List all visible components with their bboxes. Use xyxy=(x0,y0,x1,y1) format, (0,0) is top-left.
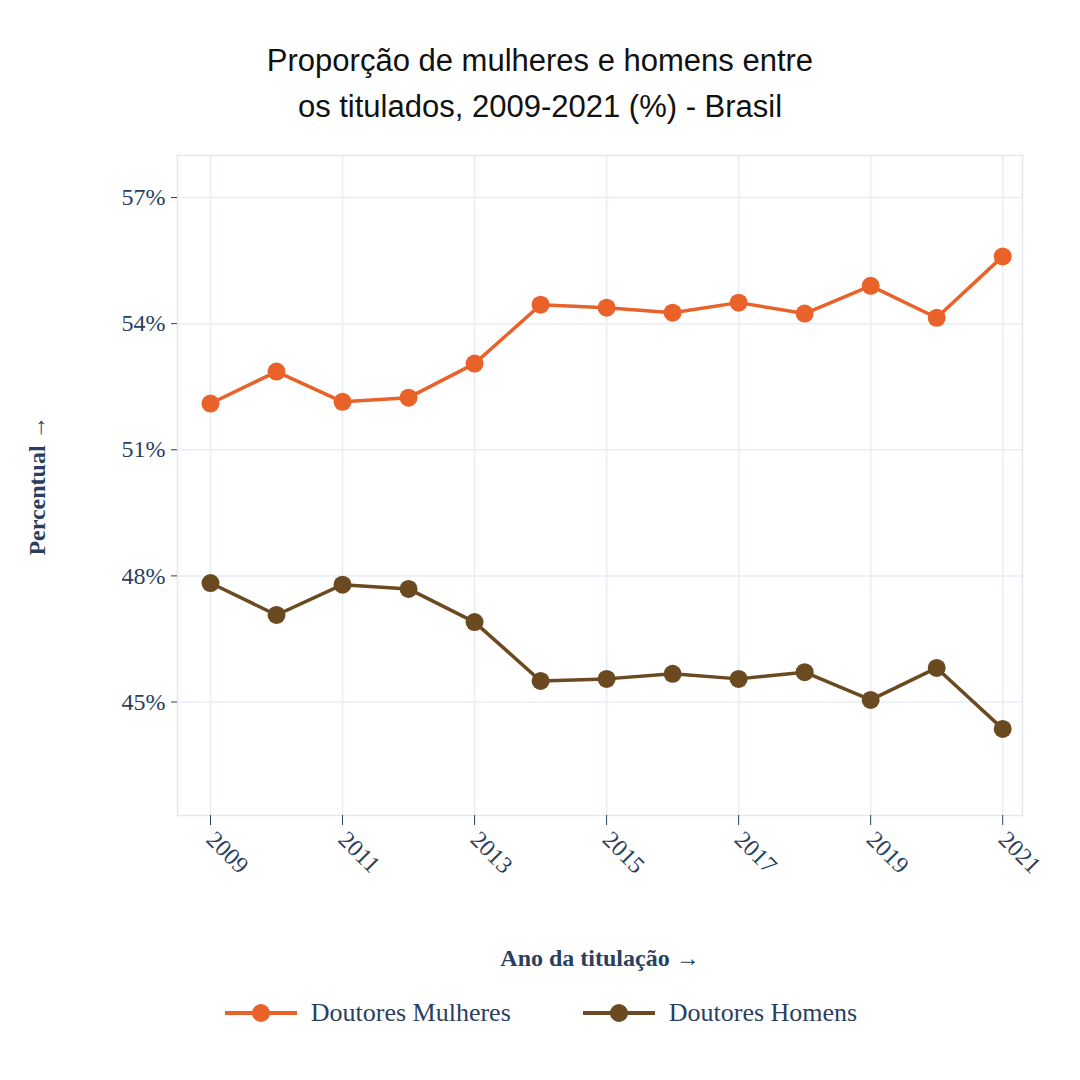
svg-text:45%: 45% xyxy=(122,689,166,715)
html-text:Doutores Homens: Doutores Homens xyxy=(668,998,858,1027)
svg-text:2015: 2015 xyxy=(598,826,650,878)
svg-text:2017: 2017 xyxy=(730,826,782,878)
svg-text:2011: 2011 xyxy=(334,826,386,878)
svg-text:2009: 2009 xyxy=(202,826,254,878)
svg-text:57%: 57% xyxy=(122,184,166,210)
svg-text:Percentual →: Percentual → xyxy=(24,415,50,555)
html-text:Proporção de mulheres e homens: Proporção de mulheres e homens entre xyxy=(266,43,814,78)
svg-text:Ano da titulação →: Ano da titulação → xyxy=(500,945,699,971)
svg-text:2021: 2021 xyxy=(994,826,1046,878)
html-text:Doutores Mulheres: Doutores Mulheres xyxy=(310,998,511,1027)
svg-text:51%: 51% xyxy=(122,436,166,462)
svg-text:54%: 54% xyxy=(122,310,166,336)
html-text:os titulados, 2009-2021 (%) -: os titulados, 2009-2021 (%) - Brasil xyxy=(297,89,783,124)
svg-text:2019: 2019 xyxy=(862,826,914,878)
svg-text:2013: 2013 xyxy=(466,826,518,878)
svg-text:48%: 48% xyxy=(122,563,166,589)
